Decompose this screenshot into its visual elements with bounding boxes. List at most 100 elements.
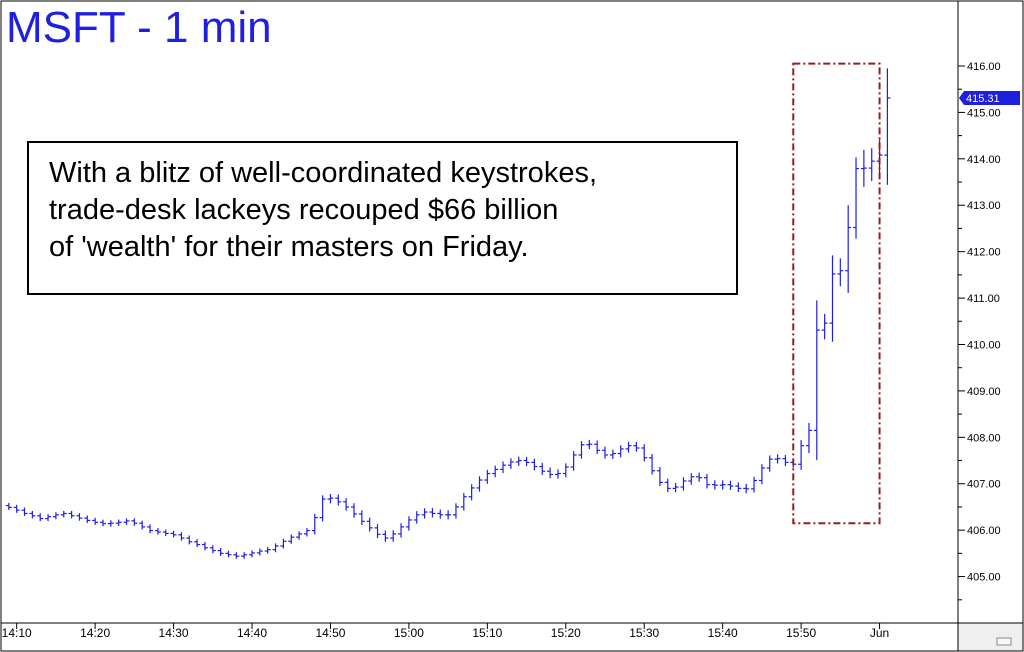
price-bar — [609, 449, 616, 459]
price-bar — [845, 205, 852, 293]
price-bar — [813, 300, 820, 461]
annotation-box: With a blitz of well-coordinated keystro… — [27, 141, 738, 295]
price-bar — [413, 511, 420, 524]
y-tick-label: 405.00 — [967, 572, 1001, 584]
price-bar — [154, 528, 161, 535]
y-tick-label: 412.00 — [967, 247, 1001, 259]
price-bar — [45, 514, 52, 522]
x-tick-label: 15:50 — [786, 626, 816, 640]
scroll-corner-thumb[interactable] — [996, 637, 1012, 646]
x-tick-label: 15:20 — [551, 626, 581, 640]
price-bar — [625, 441, 632, 453]
price-bar — [570, 451, 577, 471]
price-bar — [194, 539, 201, 548]
price-bar — [578, 441, 585, 459]
price-bar — [594, 440, 601, 455]
y-tick-label: 411.00 — [967, 293, 1000, 305]
price-bar — [860, 149, 867, 187]
x-tick-label: 14:20 — [80, 626, 110, 640]
price-bar — [366, 517, 373, 532]
price-bar — [649, 454, 656, 475]
price-bar — [327, 493, 334, 504]
price-bar — [829, 255, 836, 342]
price-bar — [743, 483, 750, 494]
price-bar — [688, 473, 695, 485]
price-bar — [602, 446, 609, 459]
price-bar — [115, 519, 122, 526]
price-bar — [296, 531, 303, 540]
price-bar — [217, 547, 224, 556]
price-bar — [539, 462, 546, 475]
chart-title: MSFT - 1 min — [6, 3, 272, 52]
price-bar — [758, 464, 765, 485]
price-bar — [437, 509, 444, 519]
y-tick-label: 410.00 — [967, 339, 1001, 351]
price-bar — [554, 469, 561, 479]
price-bar — [84, 515, 91, 524]
price-bar — [201, 541, 208, 551]
price-bar — [633, 441, 640, 452]
price-bar — [390, 530, 397, 542]
x-tick-label: 14:40 — [237, 626, 267, 640]
price-bar — [805, 422, 812, 454]
price-bar — [562, 463, 569, 478]
y-tick-label: 414.00 — [967, 154, 1001, 166]
x-tick-label: 14:50 — [315, 626, 345, 640]
price-bar — [233, 552, 240, 559]
price-bar — [821, 313, 828, 340]
price-bar — [641, 444, 648, 462]
last-price-label: 415.31 — [966, 93, 1000, 105]
price-bar — [398, 523, 405, 538]
annotation-line: of 'wealth' for their masters on Friday. — [49, 231, 529, 263]
price-bar — [547, 467, 554, 479]
price-bar — [241, 552, 248, 559]
price-bar — [249, 550, 256, 558]
price-bar — [37, 513, 44, 522]
price-bar — [186, 535, 193, 545]
price-bar — [460, 493, 467, 511]
price-bar — [711, 480, 718, 490]
price-bar — [774, 454, 781, 464]
price-bar — [358, 510, 365, 526]
price-bar — [162, 529, 169, 537]
price-bar — [374, 524, 381, 539]
price-bar — [515, 456, 522, 466]
price-bar — [617, 445, 624, 458]
price-bar — [343, 498, 350, 511]
price-bar — [751, 476, 758, 493]
price-bar — [719, 480, 726, 490]
price-bar — [798, 440, 805, 470]
price-bar — [147, 524, 154, 534]
price-bar — [272, 543, 279, 553]
price-bar — [29, 510, 36, 519]
price-bar — [131, 518, 138, 526]
price-bar — [68, 510, 75, 519]
price-bar — [445, 510, 452, 520]
x-tick-label: 15:10 — [472, 626, 502, 640]
price-bar — [696, 472, 703, 482]
price-bar — [531, 458, 538, 471]
price-bar — [76, 513, 83, 521]
price-bar — [303, 528, 310, 537]
price-bar — [123, 518, 130, 525]
price-bar — [382, 530, 389, 542]
price-bar — [656, 467, 663, 487]
price-bar — [500, 461, 507, 474]
price-bar — [429, 508, 436, 518]
price-bar — [319, 495, 326, 522]
y-tick-label: 415.00 — [967, 107, 1001, 119]
price-bar — [139, 520, 146, 530]
scroll-corner-box[interactable] — [957, 622, 1024, 652]
price-bar — [868, 148, 875, 182]
price-bar — [766, 455, 773, 472]
price-bar — [837, 258, 844, 287]
y-tick-label: 408.00 — [967, 432, 1001, 444]
price-bar — [884, 68, 891, 185]
price-bar — [264, 547, 271, 554]
price-bar — [452, 503, 459, 519]
price-bar — [735, 482, 742, 493]
price-bar — [92, 517, 99, 525]
annotation-line: trade-desk lackeys recouped $66 billion — [49, 194, 559, 226]
price-bar — [727, 480, 734, 491]
